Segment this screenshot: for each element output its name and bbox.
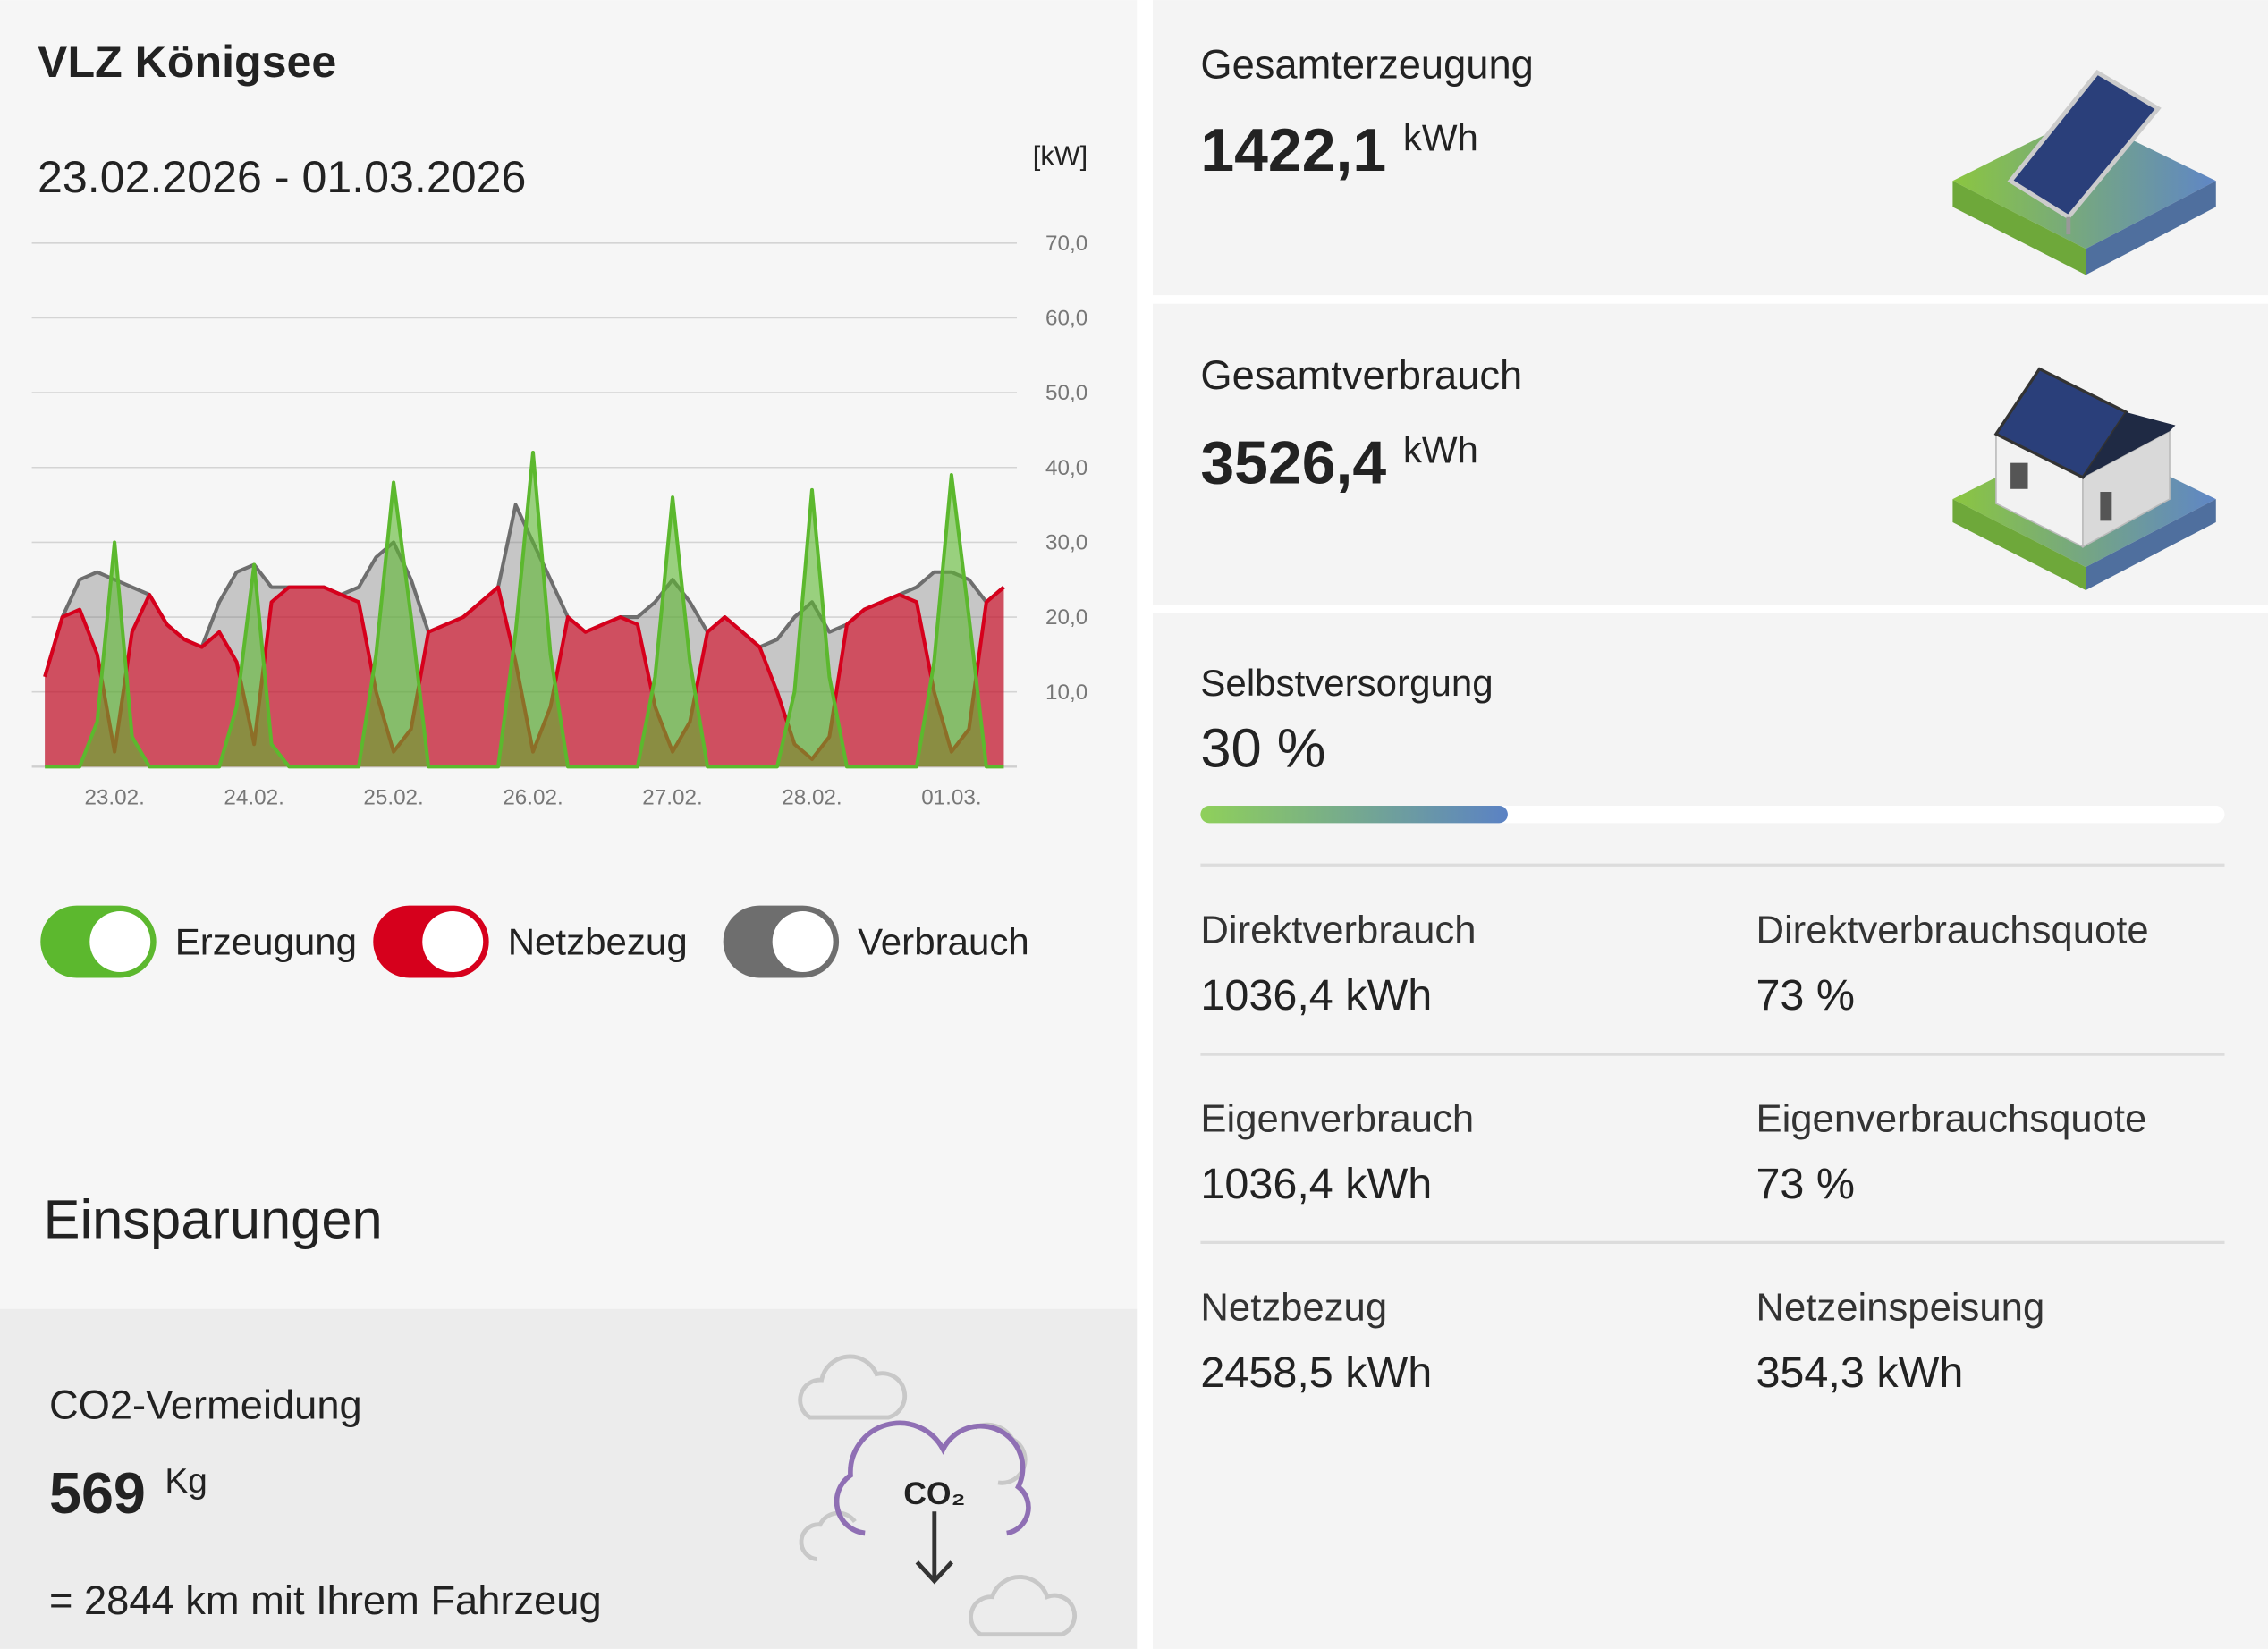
generation-unit: kWh [1403, 116, 1478, 158]
stat-label: Eigenverbrauchsquote [1756, 1097, 2146, 1141]
toggle-knob[interactable] [89, 911, 151, 972]
y-tick-label: 30,0 [1045, 530, 1087, 554]
legend-label[interactable]: Erzeugung [175, 921, 357, 963]
title: VLZ Königsee [38, 37, 336, 87]
consumption-label: Gesamtverbrauch [1200, 352, 1522, 398]
y-tick-label: 60,0 [1045, 307, 1087, 331]
chart-area: 10,0 20,0 30,0 40,0 50,0 60,0 70,0 23.02. 24.02.… [31, 232, 1087, 809]
area-fill [45, 587, 1004, 767]
co2-icon-label: CO₂ [903, 1476, 965, 1511]
toggle-knob[interactable] [772, 911, 834, 972]
y-tick-label: 70,0 [1045, 232, 1087, 256]
house-icon [1952, 367, 2216, 590]
stats-panel [1153, 613, 2268, 1649]
x-tick-label: 24.02. [224, 785, 284, 809]
stat-label: Netzbezug [1200, 1286, 1387, 1330]
y-tick-label: 20,0 [1045, 605, 1087, 630]
stat-label: Netzeinspeisung [1756, 1286, 2044, 1330]
y-tick-label: 50,0 [1045, 381, 1087, 405]
x-tick-label: 25.02. [363, 785, 423, 809]
stat-value: 1036,4 kWh [1200, 1160, 1432, 1208]
stat-label: Direktverbrauch [1200, 909, 1476, 952]
x-tick-label: 26.02. [503, 785, 563, 809]
stat-label: Eigenverbrauch [1200, 1097, 1474, 1141]
y-tick-label: 40,0 [1045, 456, 1087, 480]
date-range[interactable]: 23.02.2026 - 01.03.2026 [38, 152, 526, 202]
x-tick-label: 27.02. [642, 785, 702, 809]
self-sufficiency-value: 30 % [1200, 717, 1325, 779]
consumption-unit: kWh [1403, 429, 1478, 471]
x-tick-label: 28.02. [782, 785, 842, 809]
legend-label[interactable]: Netzbezug [508, 921, 688, 963]
area-fill [45, 452, 1004, 767]
series-line [45, 450, 1004, 769]
legend: Erzeugung Netzbezug Verbrauch [40, 905, 1029, 978]
stats-grid: Direktverbrauch 1036,4 kWh Direktverbrauch… [1200, 863, 2225, 1397]
stat-value: 1036,4 kWh [1200, 971, 1432, 1019]
legend-label[interactable]: Verbrauch [858, 921, 1029, 963]
stat-label: Direktverbrauchsquote [1756, 909, 2148, 952]
co2-value: 569 [49, 1460, 146, 1526]
y-axis-unit: [kW] [1033, 140, 1087, 171]
co2-unit: Kg [165, 1462, 207, 1501]
cloud-icon [798, 1354, 1077, 1637]
self-sufficiency-label: Selbstversorgung [1200, 662, 1493, 704]
consumption-value: 3526,4 [1200, 429, 1386, 496]
toggle-knob[interactable] [422, 911, 484, 972]
section-title: Einsparungen [44, 1189, 383, 1251]
stat-value: 73 % [1756, 1160, 1855, 1208]
co2-label: CO2-Vermeidung [49, 1383, 362, 1428]
co2-panel [0, 1308, 1138, 1649]
progress-fill [1200, 805, 1508, 824]
stat-value: 73 % [1756, 971, 1855, 1019]
stat-value: 354,3 kWh [1756, 1349, 1963, 1397]
stat-value: 2458,5 kWh [1200, 1349, 1432, 1397]
generation-label: Gesamterzeugung [1200, 41, 1533, 87]
solar-icon [1952, 69, 2216, 275]
x-tick-label: 23.02. [84, 785, 144, 809]
generation-value: 1422,1 [1200, 117, 1386, 184]
x-tick-label: 01.03. [921, 785, 981, 809]
y-tick-label: 10,0 [1045, 681, 1087, 705]
co2-equivalent: = 2844 km mit Ihrem Fahrzeug [49, 1577, 602, 1623]
